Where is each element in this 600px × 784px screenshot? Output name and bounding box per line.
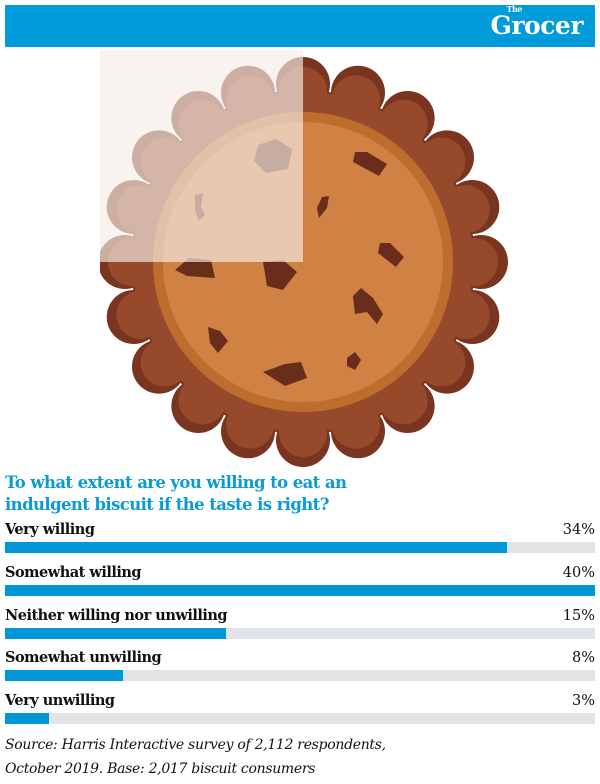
bar-value: 3%	[571, 693, 595, 709]
bar-label: Somewhat unwilling	[5, 649, 162, 666]
brand-logo-the: The	[506, 4, 523, 14]
source-line-2: October 2019. Base: 2,017 biscuit consum…	[5, 761, 316, 777]
bar-value: 34%	[562, 522, 595, 538]
bar-track	[5, 713, 595, 724]
bar-label: Very unwilling	[5, 692, 115, 709]
chart-question-title: To what extent are you willing to eat an…	[5, 472, 425, 516]
source-line-1: Source: Harris Interactive survey of 2,1…	[5, 737, 386, 753]
bar-row-neither: Neither willing nor unwilling 15%	[5, 606, 595, 642]
bar-label: Somewhat willing	[5, 564, 142, 581]
bar-track	[5, 628, 595, 639]
bar-value: 15%	[562, 608, 595, 624]
question-line-1: To what extent are you willing to eat an	[5, 473, 347, 492]
bar-fill	[5, 670, 123, 681]
bar-row-very-unwilling: Very unwilling 3%	[5, 691, 595, 727]
bar-fill	[5, 585, 595, 596]
bar-fill	[5, 628, 227, 639]
bar-label: Neither willing nor unwilling	[5, 607, 228, 624]
source-note: Source: Harris Interactive survey of 2,1…	[5, 733, 386, 781]
bar-label: Very willing	[5, 521, 95, 538]
bar-value: 40%	[562, 565, 595, 581]
brand-logo-name: Grocer	[490, 11, 584, 40]
bar-track	[5, 670, 595, 681]
bar-value: 8%	[571, 650, 595, 666]
bar-fill	[5, 542, 507, 553]
bar-row-somewhat-willing: Somewhat willing 40%	[5, 563, 595, 599]
question-line-2: indulgent biscuit if the taste is right?	[5, 495, 329, 514]
bar-row-very-willing: Very willing 34%	[5, 520, 595, 556]
bar-row-somewhat-unwilling: Somewhat unwilling 8%	[5, 648, 595, 684]
brand-logo: The Grocer	[490, 4, 584, 44]
bar-track	[5, 585, 595, 596]
chocolate-chip-cookie-icon	[100, 50, 508, 467]
bar-fill	[5, 713, 50, 724]
bar-track	[5, 542, 595, 553]
header-bar: The Grocer	[5, 4, 595, 47]
